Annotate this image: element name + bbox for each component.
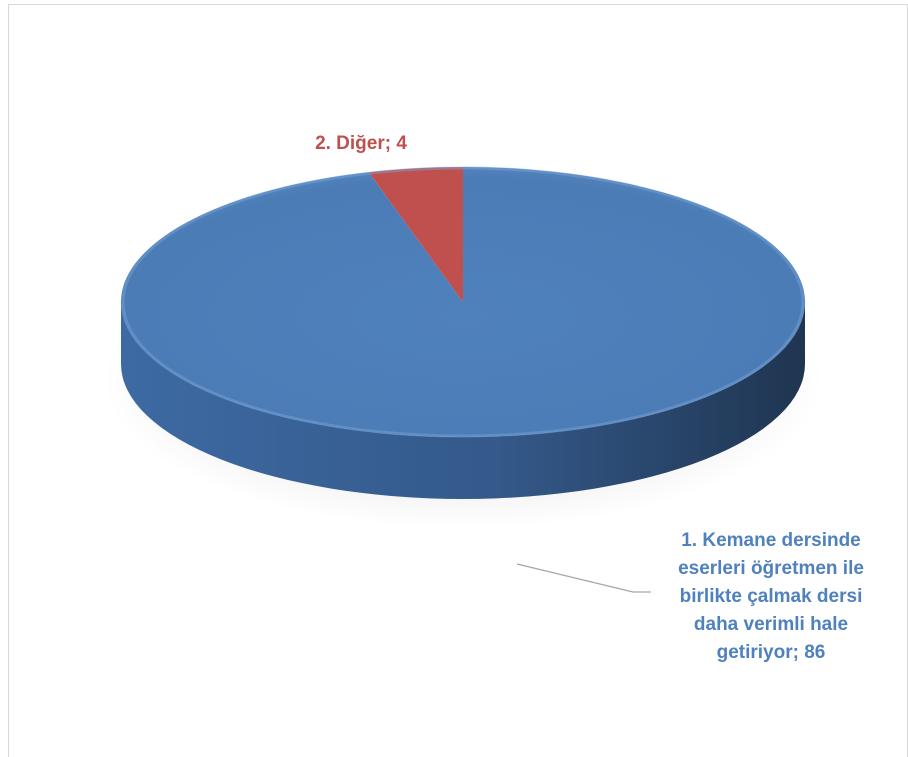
pie-sides xyxy=(121,302,805,499)
leader-line-1 xyxy=(516,563,651,593)
data-label-1-line-4: daha verimli hale xyxy=(694,614,848,635)
data-labels: 2. Diğer; 4 1. Kemane dersinde eserleri öğ… xyxy=(315,133,864,663)
pie-slice-1 xyxy=(120,167,805,437)
data-label-1-line-5: getiriyor; 86 xyxy=(717,642,826,663)
data-label-1-line-3: birlikte çalmak dersi xyxy=(680,586,863,607)
data-label-1-line-1: 1. Kemane dersinde xyxy=(681,530,861,551)
pie-bevel xyxy=(121,166,805,438)
pie-side-1 xyxy=(121,302,805,499)
leader-lines xyxy=(516,563,651,593)
pie-slice-2 xyxy=(368,167,463,302)
data-label-1-line-2: eserleri öğretmen ile xyxy=(678,558,864,579)
pie-top xyxy=(120,166,805,438)
data-label-2: 2. Diğer; 4 xyxy=(315,133,407,154)
